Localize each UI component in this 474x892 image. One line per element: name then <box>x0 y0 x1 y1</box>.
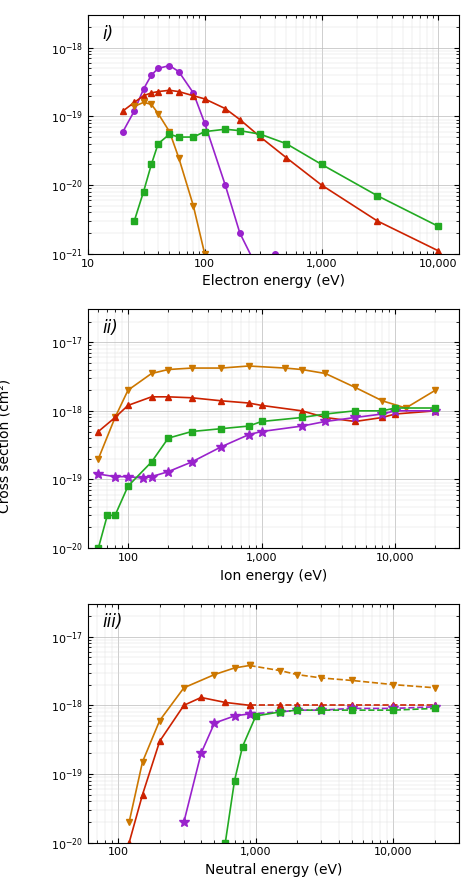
Text: Cross section (cm²): Cross section (cm²) <box>0 379 12 513</box>
Text: i): i) <box>103 25 114 43</box>
X-axis label: Neutral energy (eV): Neutral energy (eV) <box>205 863 342 877</box>
X-axis label: Electron energy (eV): Electron energy (eV) <box>202 274 345 288</box>
X-axis label: Ion energy (eV): Ion energy (eV) <box>220 568 327 582</box>
Text: iii): iii) <box>103 614 123 632</box>
Text: ii): ii) <box>103 319 118 337</box>
